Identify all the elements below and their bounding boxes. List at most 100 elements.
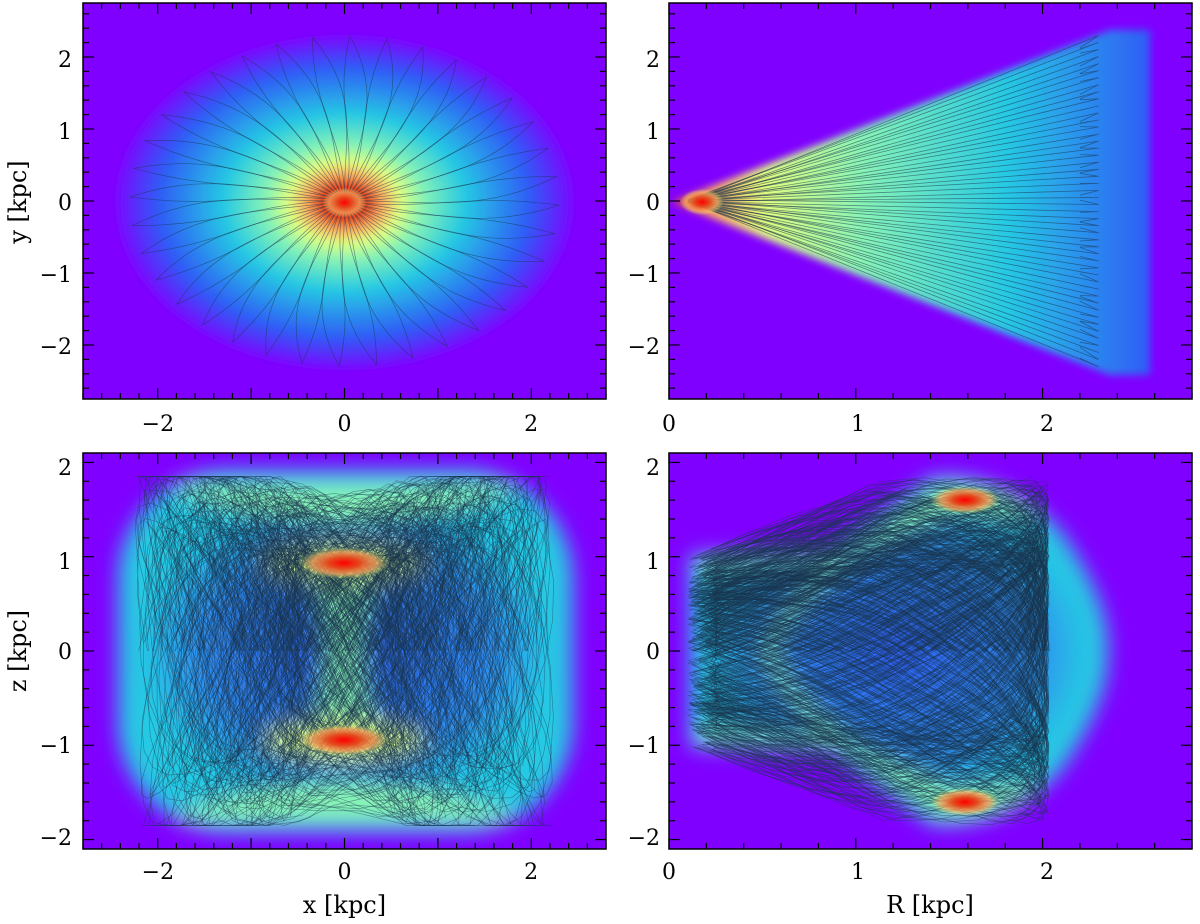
ytick-label-tr-1: 1 — [646, 120, 660, 145]
orbit-track — [221, 517, 468, 763]
panel-top-right: 0 1 2 2 1 0 −1 −2 — [628, 2, 1193, 437]
orbit-track — [224, 501, 465, 793]
orbit-loop — [695, 508, 1048, 782]
orbit-ray — [687, 63, 1099, 203]
orbit-track — [219, 490, 471, 816]
orbit-loop — [692, 565, 1045, 737]
ytick-label-bl-0: 0 — [58, 640, 72, 665]
orbit-loop — [697, 504, 1043, 798]
orbit-loop — [687, 479, 1042, 824]
orbit-ray — [687, 190, 1099, 203]
orbit-ray — [687, 70, 1099, 201]
orbit-ray — [687, 200, 1099, 353]
orbit-petal — [353, 121, 534, 199]
orbit-ray — [687, 200, 1099, 367]
orbit-petal — [341, 208, 377, 365]
orbit-petal — [338, 208, 346, 367]
orbit-petal — [353, 203, 556, 235]
orbit-loop — [688, 510, 1033, 791]
orbit-ray — [687, 199, 1099, 255]
orbit-ray — [687, 200, 1099, 304]
orbit-loop — [698, 536, 1035, 766]
orbit-track — [272, 481, 417, 826]
orbit-petal — [343, 35, 351, 194]
orbit-petal — [353, 201, 560, 219]
orbit-track — [177, 493, 512, 780]
orbit-petal — [353, 175, 557, 202]
orbit-petal — [350, 59, 457, 196]
ylabel-top-left: y [kpc] — [4, 160, 32, 244]
orbit-loop — [701, 535, 1047, 741]
orbit-ray — [687, 84, 1099, 203]
orbit-ray — [687, 200, 1099, 262]
orbit-petal — [352, 204, 545, 263]
ticks-bottom-left — [82, 453, 607, 849]
orbit-ray — [687, 182, 1099, 202]
orbit-petal — [352, 97, 513, 198]
orbit-petal — [353, 147, 549, 201]
ticks-bottom-right — [668, 453, 1193, 849]
xtick-label-bl-0: 0 — [338, 860, 352, 885]
xlabel-bottom-left: x [kpc] — [303, 891, 386, 919]
orbit-loop — [697, 531, 1049, 772]
orbit-ray — [687, 154, 1099, 201]
orbit-loop — [686, 489, 1048, 813]
orbit-ray — [687, 147, 1099, 201]
orbit-track — [271, 514, 418, 788]
orbit-ray — [687, 168, 1099, 202]
orbit-track — [174, 507, 514, 792]
orbit-loop — [702, 515, 1050, 788]
orbit-petal — [351, 205, 528, 288]
orbit-petal — [176, 204, 337, 305]
density-core-top-left — [322, 187, 367, 218]
orbit-petal — [353, 203, 556, 239]
orbit-petal — [144, 140, 337, 198]
orbit-track — [249, 514, 440, 801]
orbit-ray — [687, 197, 1099, 202]
orbit-loop — [699, 510, 1037, 797]
orbit-petal — [350, 59, 457, 196]
ytick-label-bl-2: 2 — [58, 456, 72, 481]
orbit-loop — [696, 490, 1049, 798]
ticks-top-right — [668, 3, 1193, 399]
orbit-loop — [702, 538, 1044, 764]
orbit-track — [176, 476, 513, 813]
orbit-petal — [132, 200, 336, 227]
tick-labels-top-left: −2 0 2 2 1 0 −1 −2 — [40, 48, 539, 437]
orbit-loop — [699, 478, 1049, 807]
orbit-petal — [241, 55, 342, 195]
xlabel-bottom-right: R [kpc] — [886, 891, 974, 919]
orbit-petal — [295, 207, 342, 364]
orbit-ray — [687, 200, 1099, 339]
orbit-loop — [690, 498, 1035, 767]
orbit-track — [294, 493, 395, 815]
ytick-label-tr-0: 0 — [646, 191, 660, 216]
orbit-ray — [687, 161, 1099, 203]
xtick-label-tl-m2: −2 — [142, 412, 174, 437]
orbit-petal — [348, 46, 424, 196]
panel-bottom-right: 0 1 2 2 1 0 −1 −2 R [kpc] — [628, 452, 1193, 919]
orbit-petal — [140, 201, 336, 255]
orbit-track — [257, 494, 432, 793]
orbit-petal — [183, 91, 339, 196]
orbit-petal — [312, 37, 348, 194]
orbit-track — [179, 481, 510, 826]
orbit-track — [156, 476, 533, 826]
orbit-track — [248, 487, 441, 804]
xtick-label-bl-m2: −2 — [142, 860, 174, 885]
orbit-track — [225, 519, 464, 761]
orbit-ray — [687, 199, 1099, 360]
orbit-loop — [691, 508, 1039, 795]
orbit-track — [202, 490, 487, 808]
orbit-ray — [687, 201, 1099, 346]
orbit-petal — [265, 207, 341, 356]
orbit-loop — [700, 499, 1048, 805]
orbit-track — [155, 476, 535, 826]
orbit-loop — [691, 509, 1046, 793]
ytick-label-tr-2: 2 — [646, 48, 660, 73]
orbit-track — [267, 480, 421, 826]
ytick-label-tl-1: 1 — [58, 120, 72, 145]
orbit-petal — [202, 205, 338, 326]
orbit-ray — [687, 77, 1099, 201]
